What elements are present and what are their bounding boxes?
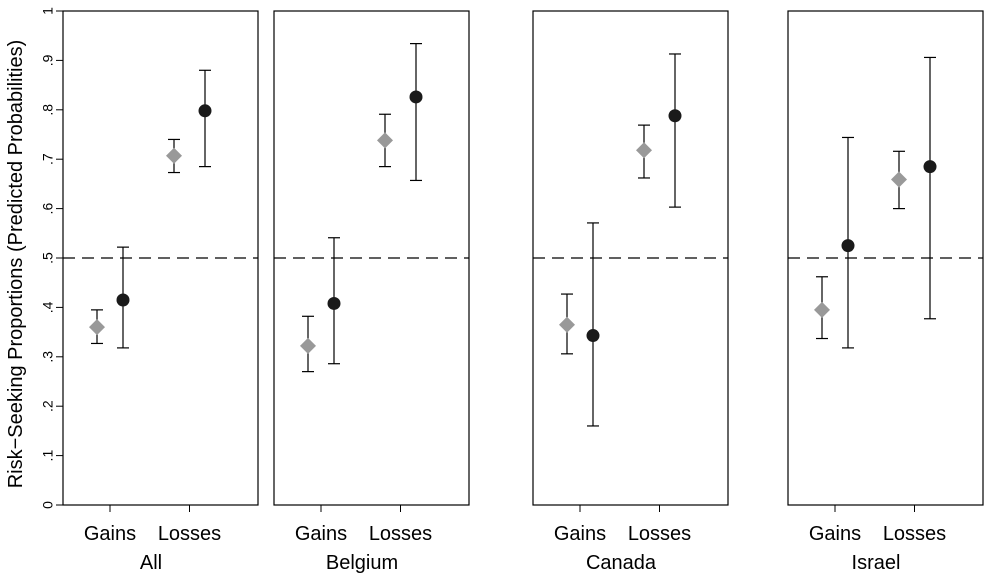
x-tick-label-losses: Losses xyxy=(369,523,432,545)
x-tick-label-losses: Losses xyxy=(883,523,946,545)
diamond-marker xyxy=(166,147,182,164)
diamond-marker xyxy=(636,142,652,159)
circle-marker xyxy=(923,160,937,174)
panel-israel: Gains Losses Israel xyxy=(787,10,984,574)
diamond-marker xyxy=(377,132,393,149)
circle-marker xyxy=(327,296,341,310)
panel-title: Canada xyxy=(586,552,657,574)
y-axis-label: Risk−Seeking Proportions (Predicted Prob… xyxy=(5,40,27,489)
panel-title: Israel xyxy=(852,552,901,574)
y-tick-label: .1 xyxy=(40,450,56,462)
panel-canada: Gains Losses Canada xyxy=(532,10,729,574)
y-tick-label: 1 xyxy=(40,7,56,15)
x-tick-label-gains: Gains xyxy=(809,523,861,545)
x-tick-label-gains: Gains xyxy=(554,523,606,545)
x-tick-label-gains: Gains xyxy=(295,523,347,545)
y-tick-label: .3 xyxy=(40,351,56,363)
panel-belgium: Gains Losses Belgium xyxy=(273,10,470,574)
diamond-marker xyxy=(814,301,830,318)
circle-marker xyxy=(409,90,423,104)
y-tick-label: .6 xyxy=(40,203,56,215)
circle-marker xyxy=(116,293,130,307)
x-tick-label-gains: Gains xyxy=(84,523,136,545)
circle-marker xyxy=(198,104,212,118)
diamond-marker xyxy=(891,171,907,188)
x-tick-label-losses: Losses xyxy=(628,523,691,545)
y-tick-label: 0 xyxy=(40,501,56,509)
y-tick-label: .4 xyxy=(40,301,56,313)
circle-marker xyxy=(841,239,855,253)
diamond-marker xyxy=(559,316,575,333)
diamond-marker xyxy=(89,319,105,336)
y-tick-label: .9 xyxy=(40,54,56,66)
x-tick-label-losses: Losses xyxy=(158,523,221,545)
panel-title: All xyxy=(140,552,162,574)
panel-all: 0 .1 .2 .3 .4 .5 .6 .7 .8 .9 1 Gains Losses All xyxy=(40,7,259,574)
panel-title: Belgium xyxy=(326,552,398,574)
circle-marker xyxy=(586,329,600,343)
y-tick-label: .2 xyxy=(40,400,56,412)
y-tick-label: .5 xyxy=(40,252,56,264)
diamond-marker xyxy=(300,337,316,354)
y-tick-label: .7 xyxy=(40,153,56,165)
circle-marker xyxy=(668,109,682,123)
y-tick-label: .8 xyxy=(40,104,56,116)
